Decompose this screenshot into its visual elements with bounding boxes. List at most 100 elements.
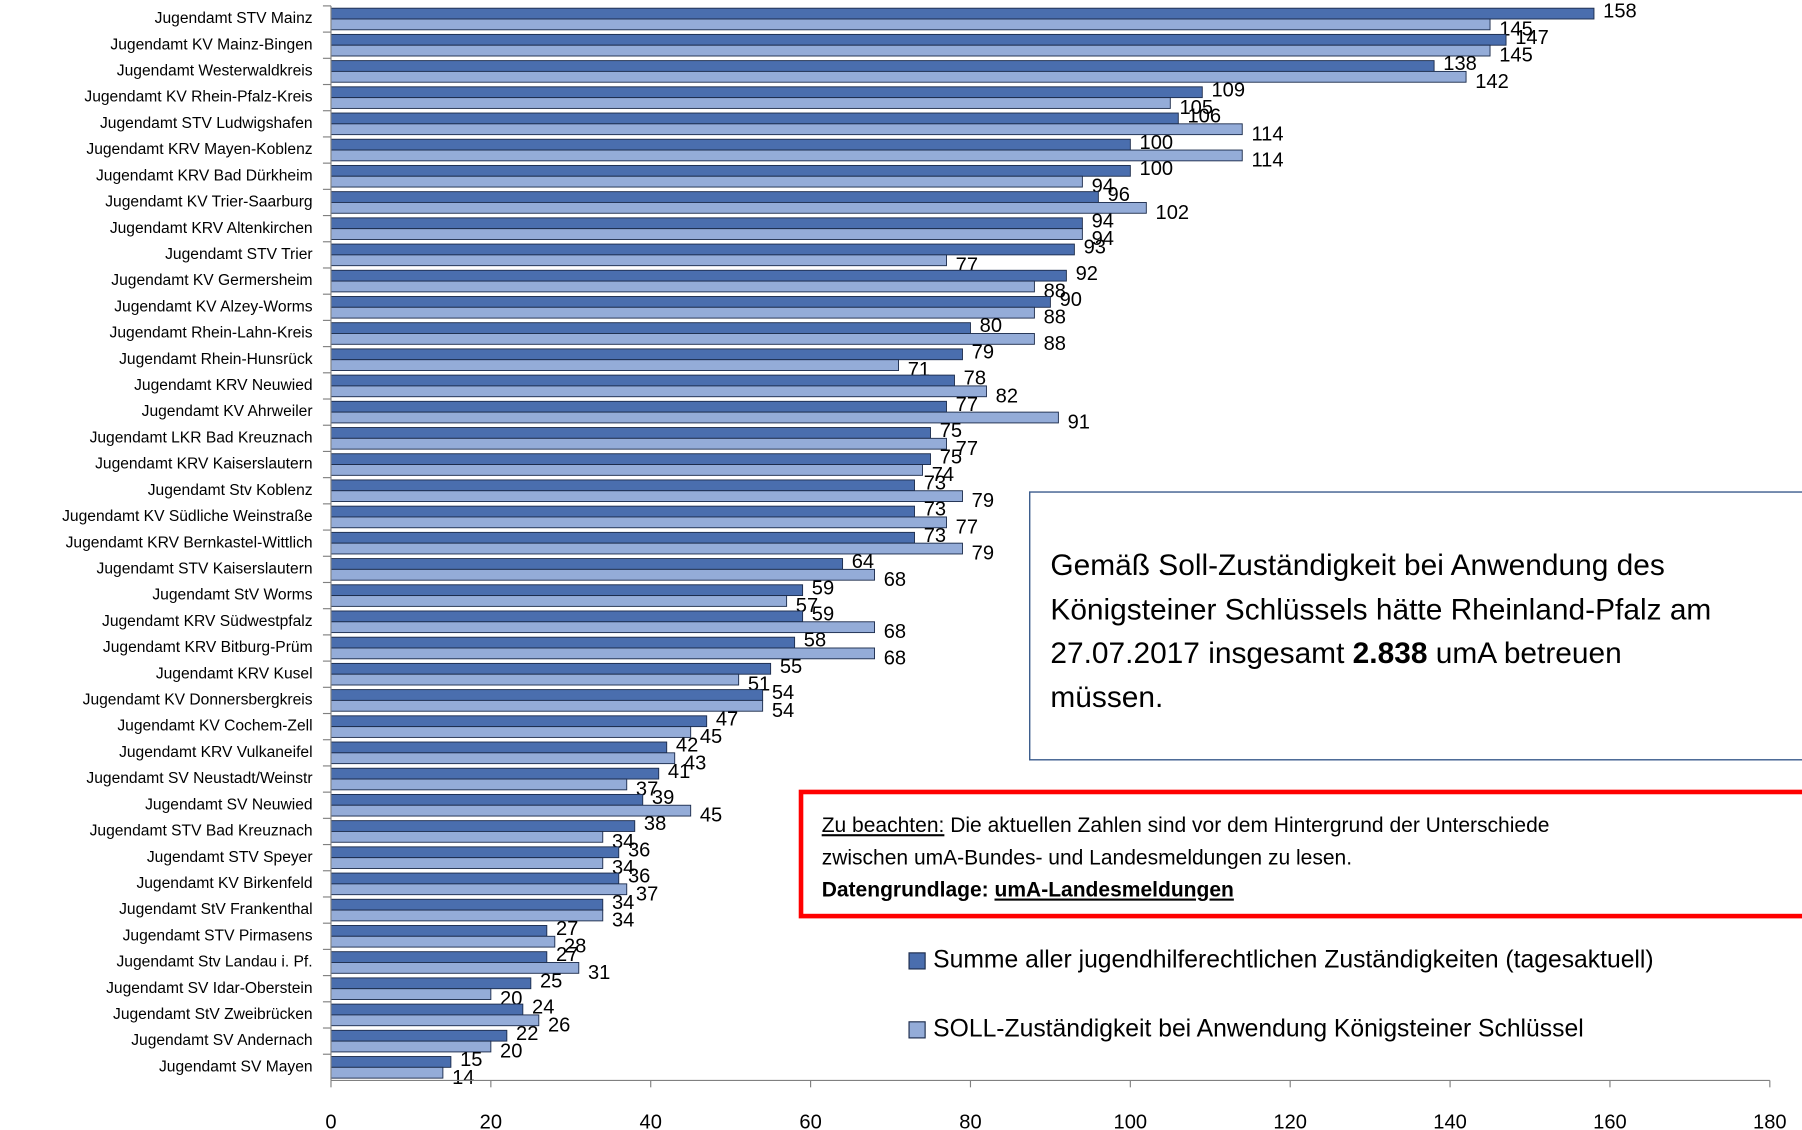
bar bbox=[330, 531, 915, 544]
bar bbox=[330, 673, 740, 686]
data-label: 42 bbox=[676, 735, 698, 757]
bar bbox=[330, 333, 1035, 345]
annotation-line: Gemäß Soll-Zuständigkeit bei Anwendung d… bbox=[1050, 549, 1664, 582]
data-label: 142 bbox=[1475, 71, 1509, 93]
y-tick-label: Jugendamt LKR Bad Kreuznach bbox=[90, 429, 313, 446]
x-tick-label: 60 bbox=[799, 1112, 821, 1130]
y-tick-label: Jugendamt KV Mainz-Bingen bbox=[110, 36, 312, 53]
bar bbox=[330, 872, 620, 885]
data-label: 91 bbox=[1068, 412, 1090, 434]
legend-label: SOLL-Zuständigkeit bei Anwendung Königst… bbox=[933, 1015, 1584, 1042]
data-label: 64 bbox=[852, 551, 874, 573]
bar bbox=[330, 322, 971, 334]
y-tick-label: Jugendamt KRV Bad Dürkheim bbox=[96, 167, 313, 184]
data-label: 73 bbox=[924, 499, 946, 521]
y-tick-label: Jugendamt KV Germersheim bbox=[111, 272, 312, 289]
bar bbox=[330, 175, 1083, 188]
data-label: 79 bbox=[972, 490, 994, 512]
data-label: 58 bbox=[804, 630, 826, 652]
x-tick-label: 40 bbox=[640, 1112, 662, 1130]
y-tick-label: Jugendamt KV Südliche Weinstraße bbox=[62, 508, 312, 525]
data-label: 94 bbox=[1092, 210, 1114, 232]
bar bbox=[330, 44, 1491, 57]
notice-line: Datengrundlage: umA-Landesmeldungen bbox=[822, 879, 1234, 902]
bar bbox=[330, 636, 796, 649]
bar bbox=[330, 621, 876, 634]
y-tick-label: Jugendamt KV Trier-Saarburg bbox=[105, 194, 312, 211]
data-label: 39 bbox=[652, 787, 674, 809]
bar bbox=[330, 988, 492, 1000]
data-label: 22 bbox=[516, 1023, 538, 1045]
data-label: 55 bbox=[780, 656, 802, 678]
y-tick-label: Jugendamt STV Ludwigshafen bbox=[100, 115, 313, 132]
y-tick-label: Jugendamt STV Bad Kreuznach bbox=[90, 823, 313, 840]
y-tick-label: Jugendamt SV Mayen bbox=[159, 1058, 313, 1075]
y-tick-label: Jugendamt KRV Neuwied bbox=[134, 377, 312, 394]
y-tick-label: Jugendamt StV Worms bbox=[152, 587, 312, 604]
data-label: 74 bbox=[932, 464, 954, 486]
data-label: 20 bbox=[500, 1041, 522, 1063]
x-tick-label: 80 bbox=[959, 1112, 981, 1130]
data-label: 73 bbox=[924, 473, 946, 495]
data-label: 78 bbox=[964, 368, 986, 390]
y-tick-label: Jugendamt Stv Landau i. Pf. bbox=[116, 954, 312, 971]
data-label: 92 bbox=[1076, 263, 1098, 285]
data-label: 54 bbox=[772, 682, 794, 704]
bar bbox=[330, 217, 1083, 230]
data-label: 82 bbox=[996, 385, 1018, 407]
bar bbox=[330, 857, 604, 869]
y-tick-label: Jugendamt Rhein-Hunsrück bbox=[119, 351, 313, 368]
y-tick-label: Jugendamt STV Mainz bbox=[155, 10, 313, 27]
notice-label: Zu beachten: bbox=[822, 814, 945, 837]
y-tick-label: Jugendamt KRV Kusel bbox=[156, 665, 313, 682]
bar bbox=[330, 1003, 524, 1016]
bar bbox=[330, 201, 1147, 214]
bar bbox=[330, 280, 1035, 293]
bar bbox=[330, 898, 604, 911]
data-label: 54 bbox=[772, 700, 794, 722]
bar bbox=[330, 400, 947, 413]
data-label: 27 bbox=[556, 944, 578, 966]
bar bbox=[330, 464, 923, 476]
legend-swatch bbox=[908, 952, 926, 970]
data-label: 79 bbox=[972, 341, 994, 363]
bar bbox=[330, 568, 876, 581]
bar bbox=[330, 97, 1171, 109]
y-tick-label: Jugendamt KRV Vulkaneifel bbox=[119, 744, 313, 761]
y-tick-label: Jugendamt KV Rhein-Pfalz-Kreis bbox=[84, 89, 312, 106]
data-label: 145 bbox=[1499, 45, 1533, 67]
y-tick-label: Jugendamt Stv Koblenz bbox=[148, 482, 313, 499]
annotation-line: 27.07.2017 insgesamt 2.838 umA betreuen bbox=[1050, 637, 1621, 670]
bar bbox=[330, 228, 1083, 240]
data-label: 31 bbox=[588, 962, 610, 984]
data-label: 96 bbox=[1108, 184, 1130, 206]
bar bbox=[330, 374, 955, 387]
x-tick-label: 160 bbox=[1593, 1112, 1627, 1130]
data-label: 14 bbox=[452, 1067, 474, 1089]
x-tick-label: 20 bbox=[480, 1112, 502, 1130]
bar bbox=[330, 595, 788, 607]
data-label: 45 bbox=[700, 805, 722, 827]
bar bbox=[330, 191, 1099, 203]
bar bbox=[330, 86, 1203, 99]
data-label: 36 bbox=[628, 866, 650, 888]
bar bbox=[330, 359, 899, 371]
bar bbox=[330, 254, 947, 267]
y-tick-label: Jugendamt SV Neuwied bbox=[145, 796, 312, 813]
y-tick-label: Jugendamt KRV Bitburg-Prüm bbox=[103, 639, 313, 656]
bar bbox=[330, 699, 764, 712]
data-label: 38 bbox=[644, 813, 666, 835]
bar bbox=[330, 490, 963, 503]
data-label: 145 bbox=[1499, 18, 1533, 40]
data-label: 68 bbox=[884, 647, 906, 669]
data-label: 37 bbox=[636, 883, 658, 905]
bar bbox=[330, 846, 620, 859]
y-tick-label: Jugendamt STV Kaiserslautern bbox=[97, 560, 313, 577]
data-label: 59 bbox=[812, 604, 834, 626]
data-label: 68 bbox=[884, 569, 906, 591]
bar bbox=[330, 584, 804, 597]
y-tick-label: Jugendamt Rhein-Lahn-Kreis bbox=[110, 325, 313, 342]
y-tick-label: Jugendamt Westerwaldkreis bbox=[117, 63, 313, 80]
bar bbox=[330, 296, 1051, 308]
data-label: 34 bbox=[612, 892, 634, 914]
